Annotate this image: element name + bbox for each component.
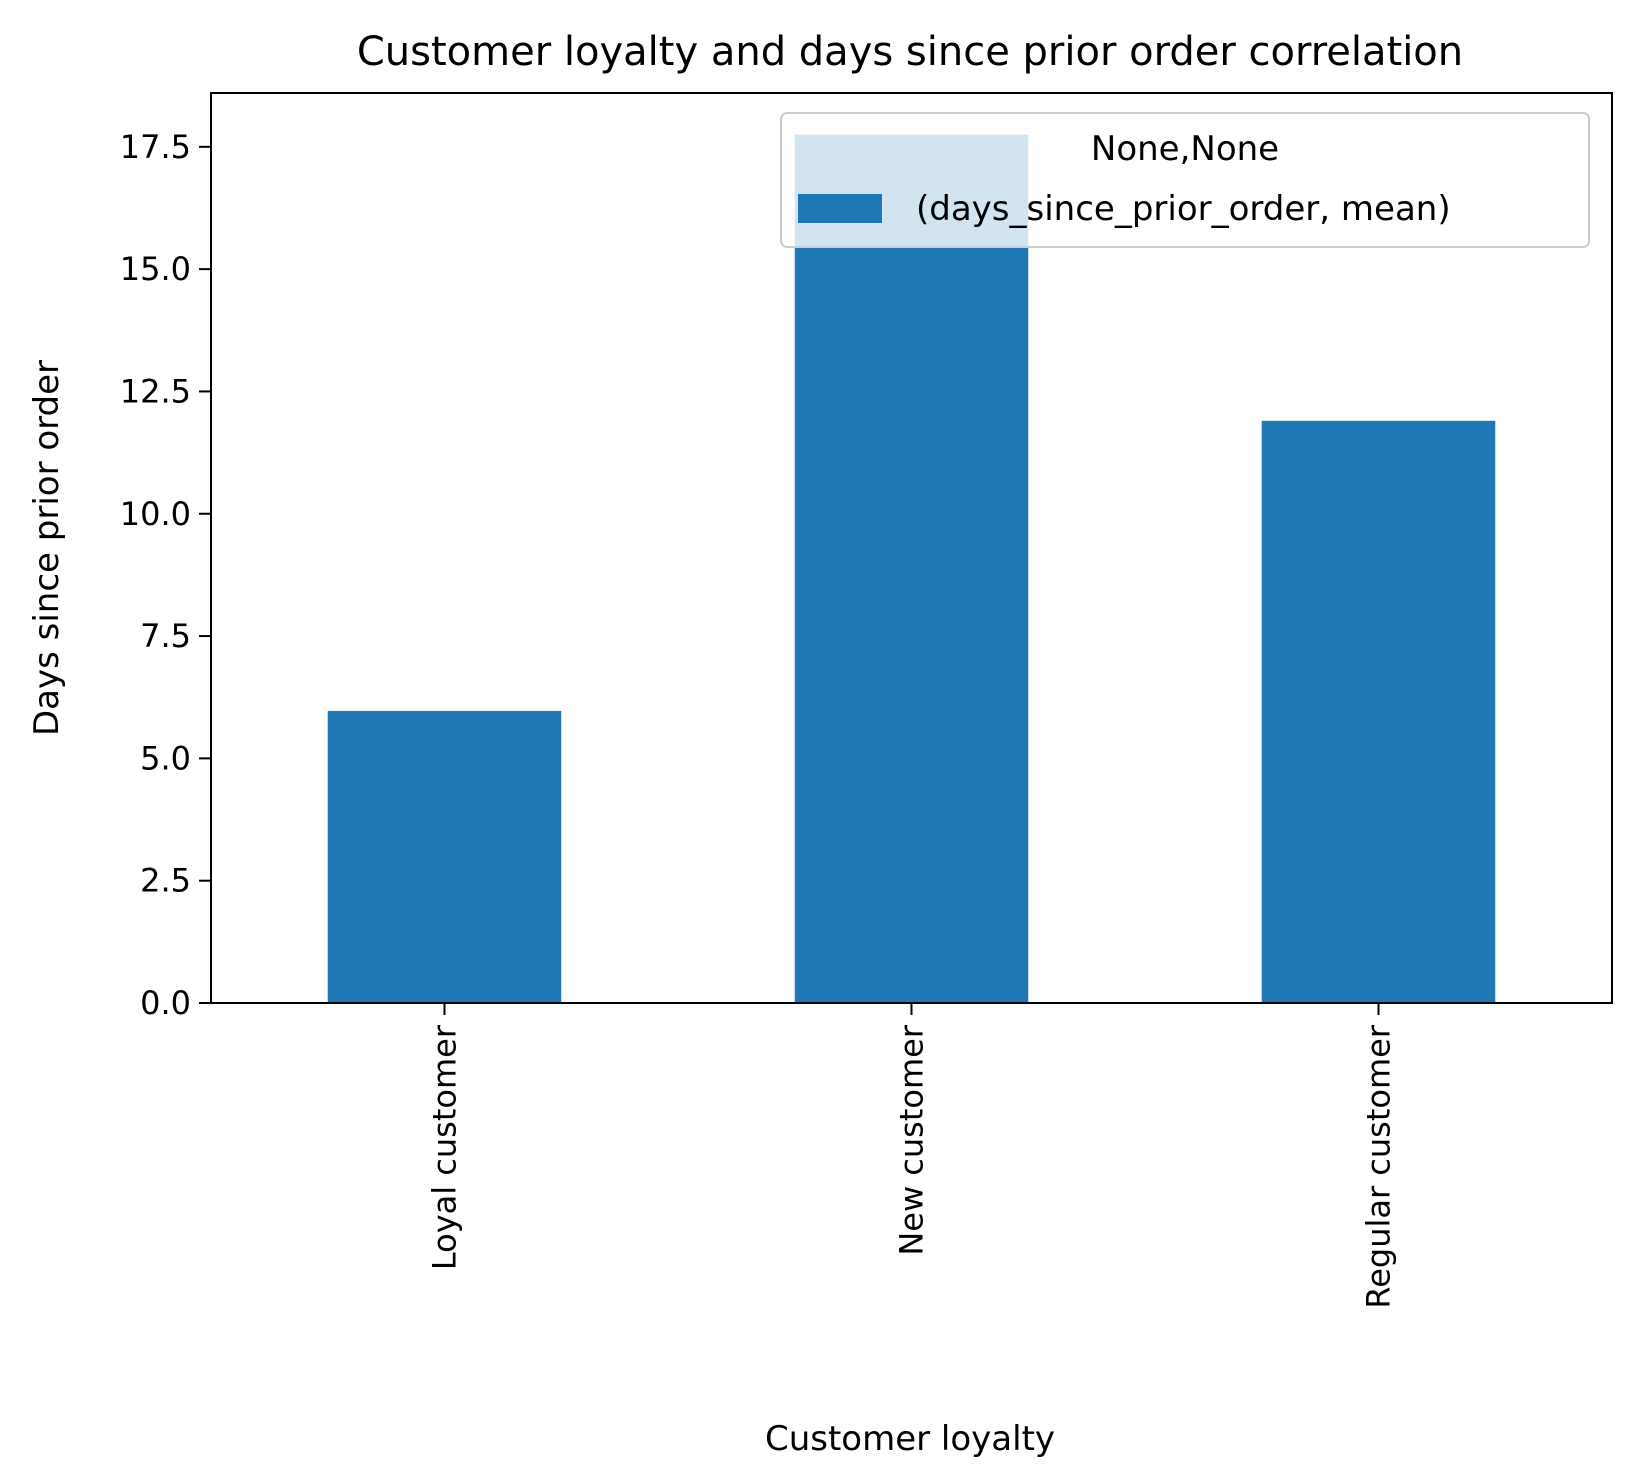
x-tick-label: New customer: [893, 1024, 931, 1256]
y-tick-label: 10.0: [120, 495, 191, 533]
legend-title: None,None: [1091, 129, 1279, 169]
y-tick-label: 12.5: [120, 372, 191, 410]
bar: [794, 134, 1029, 1003]
bar: [1261, 420, 1496, 1004]
y-tick-label: 0.0: [140, 984, 191, 1022]
plot-frame: [210, 92, 1613, 1004]
x-tick-label: Loyal customer: [426, 1024, 464, 1270]
bars-group: [327, 134, 1496, 1004]
y-tick-label: 7.5: [140, 617, 191, 655]
legend-entry-label: (days_since_prior_order, mean): [916, 189, 1451, 229]
y-tick-label: 15.0: [120, 250, 191, 288]
legend: None,None (days_since_prior_order, mean): [780, 112, 1590, 248]
legend-box: [780, 112, 1590, 248]
y-axis-label: Days since prior order: [27, 360, 67, 736]
y-ticks: 0.0 2.5 5.0 7.5 10.0 12.5 15.0 17.5: [120, 128, 211, 1022]
legend-swatch: [798, 194, 882, 223]
x-ticks: Loyal customer New customer Regular custom…: [426, 1003, 1398, 1309]
x-axis-label: Customer loyalty: [765, 1419, 1055, 1459]
y-tick-label: 17.5: [120, 128, 191, 166]
bar: [327, 710, 562, 1003]
chart-title: Customer loyalty and days since prior or…: [357, 29, 1463, 75]
y-tick-label: 5.0: [140, 739, 191, 777]
y-tick-label: 2.5: [140, 862, 191, 900]
x-tick-label: Regular customer: [1360, 1024, 1398, 1308]
